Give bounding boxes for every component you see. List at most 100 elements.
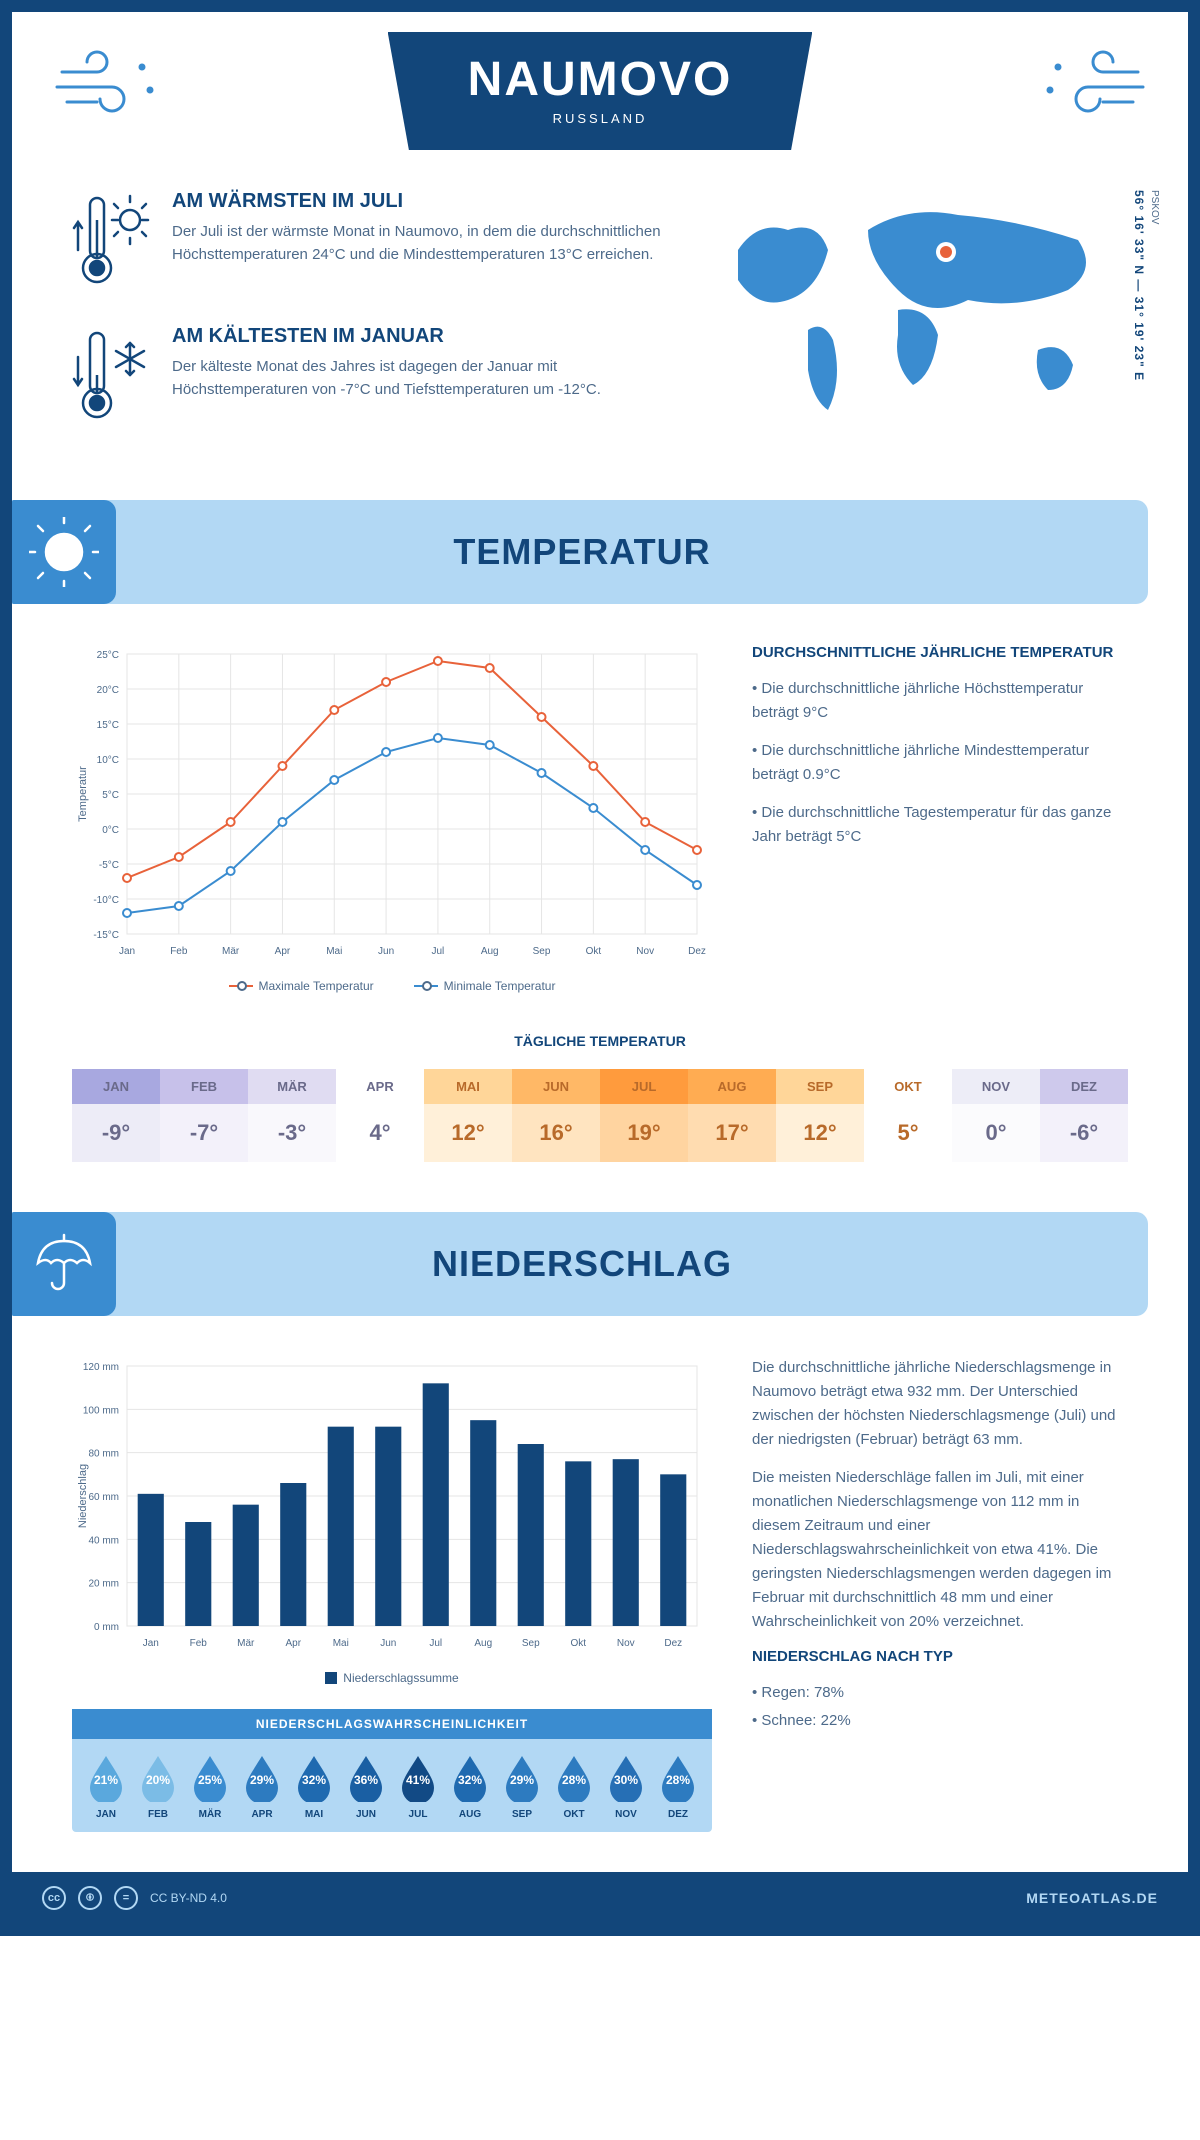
svg-text:100 mm: 100 mm <box>83 1405 119 1416</box>
license-text: CC BY-ND 4.0 <box>150 1891 227 1905</box>
temperature-legend: Maximale Temperatur Minimale Temperatur <box>72 979 712 993</box>
prob-cell: 32% AUG <box>444 1751 496 1820</box>
temp-bullet: • Die durchschnittliche jährliche Höchst… <box>752 677 1128 725</box>
temperature-text: DURCHSCHNITTLICHE JÄHRLICHE TEMPERATUR •… <box>752 644 1128 993</box>
svg-text:60 mm: 60 mm <box>88 1492 119 1503</box>
legend-max-label: Maximale Temperatur <box>259 979 374 993</box>
coordinates: 56° 16' 33" N — 31° 19' 23" E <box>1132 190 1146 381</box>
cc-icon: cc <box>42 1886 66 1910</box>
svg-text:20 mm: 20 mm <box>88 1579 119 1590</box>
precip-type-title: NIEDERSCHLAG NACH TYP <box>752 1648 1128 1665</box>
precip-type-bullet: • Schnee: 22% <box>752 1709 1128 1733</box>
svg-text:Mär: Mär <box>222 946 240 957</box>
svg-text:Jan: Jan <box>119 946 135 957</box>
precipitation-heading: NIEDERSCHLAG <box>116 1243 1148 1285</box>
world-map: 56° 16' 33" N — 31° 19' 23" E PSKOV <box>708 190 1128 460</box>
probability-box: NIEDERSCHLAGSWAHRSCHEINLICHKEIT 21% JAN … <box>72 1709 712 1832</box>
precipitation-content: 0 mm20 mm40 mm60 mm80 mm100 mm120 mmJanF… <box>12 1356 1188 1872</box>
legend-min-label: Minimale Temperatur <box>444 979 556 993</box>
legend-precip-label: Niederschlagssumme <box>343 1671 458 1685</box>
svg-text:Apr: Apr <box>285 1638 301 1649</box>
temperature-chart: -15°C-10°C-5°C0°C5°C10°C15°C20°C25°CJanF… <box>72 644 712 993</box>
daily-temp-title: TÄGLICHE TEMPERATUR <box>72 1033 1128 1049</box>
temp-bullet: • Die durchschnittliche jährliche Mindes… <box>752 739 1128 787</box>
svg-text:Okt: Okt <box>570 1638 586 1649</box>
precip-para: Die meisten Niederschläge fallen im Juli… <box>752 1466 1128 1634</box>
temperature-heading: TEMPERATUR <box>116 531 1148 573</box>
coldest-fact: AM KÄLTESTEN IM JANUAR Der kälteste Mona… <box>72 325 668 430</box>
svg-text:Jun: Jun <box>380 1638 396 1649</box>
temp-cell: JUL 19° <box>600 1069 688 1162</box>
site-name: METEOATLAS.DE <box>1026 1890 1158 1906</box>
precip-para: Die durchschnittliche jährliche Niedersc… <box>752 1356 1128 1452</box>
coldest-title: AM KÄLTESTEN IM JANUAR <box>172 325 668 348</box>
svg-text:-10°C: -10°C <box>93 895 119 906</box>
coldest-text: Der kälteste Monat des Jahres ist dagege… <box>172 356 668 401</box>
temp-cell: AUG 17° <box>688 1069 776 1162</box>
temp-cell: DEZ -6° <box>1040 1069 1128 1162</box>
legend-swatch-precip <box>325 1672 337 1684</box>
svg-text:Mai: Mai <box>333 1638 349 1649</box>
temperature-section-banner: TEMPERATUR <box>12 500 1148 604</box>
temp-cell: APR 4° <box>336 1069 424 1162</box>
legend-swatch-min <box>414 985 438 987</box>
svg-text:20°C: 20°C <box>97 685 119 696</box>
temp-cell: FEB -7° <box>160 1069 248 1162</box>
prob-cell: 20% FEB <box>132 1751 184 1820</box>
prob-cell: 25% MÄR <box>184 1751 236 1820</box>
svg-text:0°C: 0°C <box>102 825 119 836</box>
page: NAUMOVO RUSSLAND AM WÄRMSTEN IM JULI Der… <box>0 0 1200 1936</box>
country-name: RUSSLAND <box>468 111 733 126</box>
probability-title: NIEDERSCHLAGSWAHRSCHEINLICHKEIT <box>72 1709 712 1739</box>
svg-text:-15°C: -15°C <box>93 930 119 941</box>
wind-icon <box>1028 42 1148 127</box>
svg-text:Nov: Nov <box>636 946 654 957</box>
svg-text:Jul: Jul <box>429 1638 442 1649</box>
svg-text:Nov: Nov <box>617 1638 635 1649</box>
svg-text:Aug: Aug <box>474 1638 492 1649</box>
precipitation-text: Die durchschnittliche jährliche Niedersc… <box>752 1356 1128 1832</box>
intro-row: AM WÄRMSTEN IM JULI Der Juli ist der wär… <box>12 190 1188 500</box>
nd-icon: = <box>114 1886 138 1910</box>
temp-bullet: • Die durchschnittliche Tagestemperatur … <box>752 801 1128 849</box>
license: cc 🅯 = CC BY-ND 4.0 <box>42 1886 227 1910</box>
temp-cell: JUN 16° <box>512 1069 600 1162</box>
svg-text:Okt: Okt <box>586 946 602 957</box>
thermometer-sun-icon <box>72 190 152 295</box>
svg-text:5°C: 5°C <box>102 790 119 801</box>
svg-text:Feb: Feb <box>190 1638 208 1649</box>
svg-text:25°C: 25°C <box>97 650 119 661</box>
precipitation-section-banner: NIEDERSCHLAG <box>12 1212 1148 1316</box>
svg-text:Feb: Feb <box>170 946 188 957</box>
svg-text:Dez: Dez <box>688 946 706 957</box>
svg-text:Jul: Jul <box>432 946 445 957</box>
svg-text:Temperatur: Temperatur <box>77 766 89 822</box>
prob-cell: 28% DEZ <box>652 1751 704 1820</box>
svg-text:Mai: Mai <box>326 946 342 957</box>
svg-text:15°C: 15°C <box>97 720 119 731</box>
city-name: NAUMOVO <box>468 52 733 107</box>
temp-cell: SEP 12° <box>776 1069 864 1162</box>
prob-cell: 41% JUL <box>392 1751 444 1820</box>
prob-cell: 30% NOV <box>600 1751 652 1820</box>
daily-temp-table: TÄGLICHE TEMPERATUR JAN -9° FEB -7° MÄR … <box>12 1033 1188 1212</box>
svg-text:Jun: Jun <box>378 946 394 957</box>
warmest-title: AM WÄRMSTEN IM JULI <box>172 190 668 213</box>
facts-column: AM WÄRMSTEN IM JULI Der Juli ist der wär… <box>72 190 668 460</box>
svg-text:Jan: Jan <box>143 1638 159 1649</box>
svg-text:Sep: Sep <box>522 1638 540 1649</box>
svg-text:Aug: Aug <box>481 946 499 957</box>
svg-text:Apr: Apr <box>275 946 291 957</box>
by-icon: 🅯 <box>78 1886 102 1910</box>
prob-cell: 28% OKT <box>548 1751 600 1820</box>
prob-cell: 21% JAN <box>80 1751 132 1820</box>
legend-swatch-max <box>229 985 253 987</box>
svg-text:-5°C: -5°C <box>99 860 119 871</box>
temp-text-title: DURCHSCHNITTLICHE JÄHRLICHE TEMPERATUR <box>752 644 1128 661</box>
footer: cc 🅯 = CC BY-ND 4.0 METEOATLAS.DE <box>12 1872 1188 1924</box>
warmest-fact: AM WÄRMSTEN IM JULI Der Juli ist der wär… <box>72 190 668 295</box>
temperature-content: -15°C-10°C-5°C0°C5°C10°C15°C20°C25°CJanF… <box>12 644 1188 1033</box>
svg-text:Sep: Sep <box>533 946 551 957</box>
region-label: PSKOV <box>1149 190 1160 224</box>
header: NAUMOVO RUSSLAND <box>12 12 1188 190</box>
